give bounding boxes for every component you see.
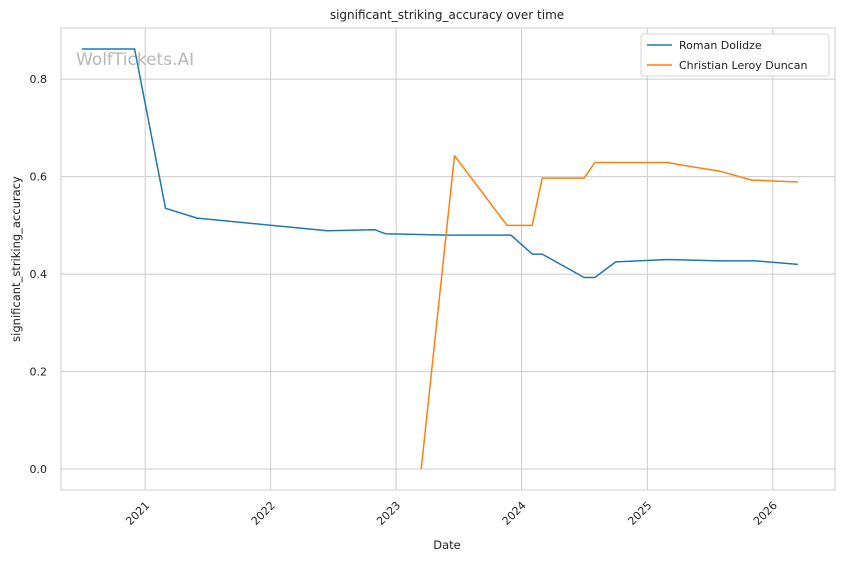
y-tick-label: 0.8 [30, 73, 48, 86]
grid [61, 28, 835, 490]
y-tick-label: 0.4 [30, 268, 48, 281]
watermark: WolfTickets.AI [76, 50, 194, 70]
plot-frame [60, 27, 836, 491]
y-tick-label: 0.2 [30, 366, 48, 379]
chart-title: significant_striking_accuracy over time [330, 8, 564, 22]
series-line-2 [420, 154, 798, 470]
legend-label: Christian Leroy Duncan [679, 59, 807, 72]
y-tick-label: 0.6 [30, 171, 48, 184]
legend: Roman Dolidze Christian Leroy Duncan [640, 33, 830, 77]
series-line-1 [82, 48, 798, 279]
y-axis-label: significant_striking_accuracy [9, 176, 23, 342]
y-axis-ticks: 0.0 0.2 0.4 0.6 0.8 [30, 73, 48, 476]
series-lines [82, 48, 798, 470]
y-tick-label: 0.0 [30, 463, 48, 476]
legend-box [640, 33, 830, 77]
legend-label: Roman Dolidze [679, 39, 762, 52]
x-axis-label: Date [433, 538, 461, 552]
